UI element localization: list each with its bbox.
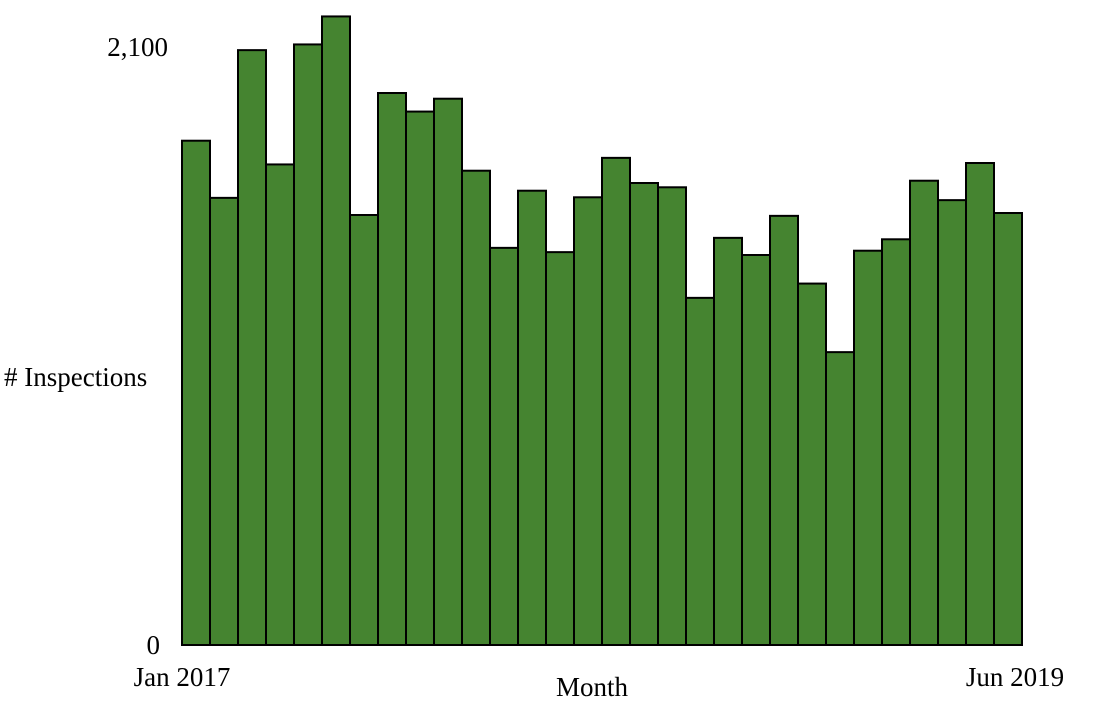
- bar-aug-2017: [377, 92, 407, 646]
- bar-dec-2017: [489, 246, 519, 647]
- bar-jan-2017: [181, 139, 211, 647]
- y-tick-max: 2,100: [107, 32, 168, 62]
- bar-may-2017: [293, 43, 323, 647]
- bar-may-2018: [629, 182, 659, 646]
- y-tick-zero: 0: [147, 630, 161, 660]
- bar-jan-2019: [853, 249, 883, 647]
- bar-nov-2018: [797, 282, 827, 646]
- bar-oct-2018: [769, 214, 799, 647]
- bar-dec-2018: [825, 351, 855, 646]
- bar-sep-2017: [405, 110, 435, 646]
- x-axis-label: Month: [556, 672, 629, 702]
- bar-aug-2018: [713, 236, 743, 647]
- bar-feb-2017: [209, 196, 239, 647]
- bar-jun-2018: [657, 186, 687, 646]
- bar-jan-2018: [517, 189, 547, 647]
- bar-jul-2018: [685, 296, 715, 646]
- bar-apr-2018: [601, 156, 631, 647]
- bar-apr-2017: [265, 163, 295, 646]
- bar-oct-2017: [433, 97, 463, 646]
- x-tick-end: Jun 2019: [966, 662, 1064, 692]
- x-tick-start: Jan 2017: [134, 662, 231, 692]
- bar-mar-2018: [573, 196, 603, 646]
- bar-apr-2019: [937, 199, 967, 646]
- bar-may-2019: [965, 162, 995, 646]
- bar-mar-2017: [237, 49, 267, 646]
- bar-feb-2018: [545, 251, 575, 646]
- bar-sep-2018: [741, 254, 771, 646]
- y-axis-label: # Inspections: [4, 362, 147, 392]
- bar-jun-2019: [993, 212, 1023, 646]
- bar-jun-2017: [321, 15, 351, 647]
- bar-feb-2019: [881, 238, 911, 646]
- bars-group: [181, 15, 1023, 647]
- bar-nov-2017: [461, 169, 491, 647]
- bar-mar-2019: [909, 179, 939, 647]
- bar-jul-2017: [349, 214, 379, 646]
